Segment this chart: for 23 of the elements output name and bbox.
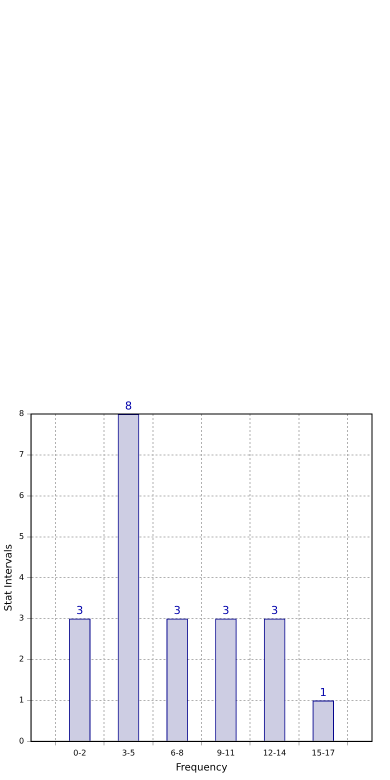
y-tick-label: 6 <box>18 490 24 500</box>
data-label: 3 <box>76 604 84 617</box>
x-axis-title: Frequency <box>176 762 228 774</box>
y-tick-label: 1 <box>18 696 24 705</box>
y-axis-title: Stat Intervals <box>4 544 15 612</box>
data-label: 1 <box>320 686 327 699</box>
y-tick-label: 4 <box>18 572 24 582</box>
y-tick-label: 8 <box>18 409 24 418</box>
x-tick-label: 15-17 <box>312 748 335 758</box>
x-tick-label: 3-5 <box>122 748 136 758</box>
x-tick-label: 6-8 <box>170 748 184 758</box>
y-tick-label: 0 <box>18 736 24 746</box>
data-label: 3 <box>174 604 181 617</box>
data-label: 3 <box>271 604 278 617</box>
y-tick-label: 3 <box>18 614 24 623</box>
y-tick-label: 2 <box>18 654 24 664</box>
y-tick-label: 5 <box>18 532 24 541</box>
data-label: 8 <box>124 399 132 412</box>
x-tick-label: 9-11 <box>216 748 235 758</box>
x-tick-label: 12-14 <box>262 748 286 758</box>
x-tick-label: 0-2 <box>73 748 86 758</box>
y-tick-label: 7 <box>18 450 24 460</box>
data-label: 3 <box>222 604 230 617</box>
